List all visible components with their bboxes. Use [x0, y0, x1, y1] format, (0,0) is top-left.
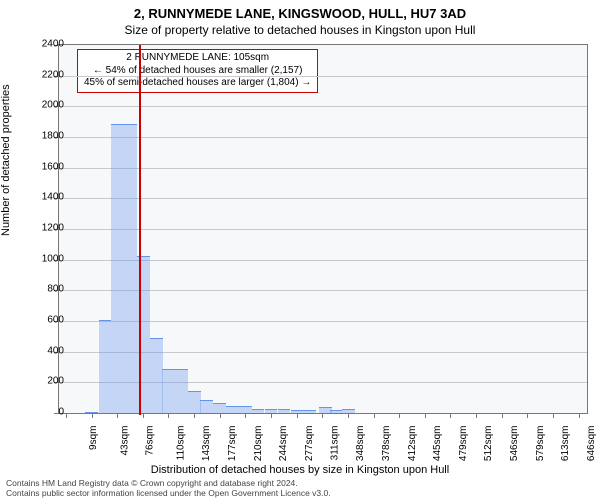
xtick-mark: [66, 413, 67, 418]
ytick-label: 1200: [24, 223, 64, 234]
xtick-mark: [476, 413, 477, 418]
footer-line2: Contains public sector information licen…: [6, 488, 331, 498]
xtick-label: 546sqm: [509, 426, 520, 462]
histogram-bar: [150, 338, 163, 413]
xtick-mark: [450, 413, 451, 418]
y-axis-label: Number of detached properties: [0, 84, 12, 236]
histogram-bar: [188, 391, 201, 413]
xtick-label: 9sqm: [88, 426, 99, 450]
histogram-bar: [162, 369, 175, 413]
ytick-label: 1800: [24, 131, 64, 142]
gridline: [59, 137, 587, 138]
xtick-label: 143sqm: [202, 426, 213, 462]
gridline: [59, 198, 587, 199]
xtick-mark: [143, 413, 144, 418]
xtick-mark: [502, 413, 503, 418]
xtick-mark: [374, 413, 375, 418]
histogram-bar: [175, 369, 188, 413]
xtick-mark: [322, 413, 323, 418]
xtick-label: 43sqm: [119, 426, 130, 456]
xtick-mark: [92, 413, 93, 418]
xtick-mark: [168, 413, 169, 418]
xtick-mark: [271, 413, 272, 418]
gridline: [59, 76, 587, 77]
xtick-mark: [553, 413, 554, 418]
xtick-label: 348sqm: [355, 426, 366, 462]
histogram-bar: [111, 124, 124, 413]
histogram-bar: [252, 409, 265, 413]
annotation-box: 2 RUNNYMEDE LANE: 105sqm ← 54% of detach…: [77, 49, 318, 93]
xtick-label: 76sqm: [145, 426, 156, 456]
chart-area: 2 RUNNYMEDE LANE: 105sqm ← 54% of detach…: [58, 44, 588, 414]
xtick-label: 479sqm: [458, 426, 469, 462]
xtick-mark: [194, 413, 195, 418]
xtick-mark: [348, 413, 349, 418]
xtick-label: 646sqm: [586, 426, 597, 462]
footer-attribution: Contains HM Land Registry data © Crown c…: [6, 478, 331, 498]
ytick-label: 800: [24, 284, 64, 295]
xtick-label: 110sqm: [175, 426, 186, 461]
xtick-mark: [117, 413, 118, 418]
ytick-label: 0: [24, 407, 64, 418]
xtick-mark: [245, 413, 246, 418]
chart-title: 2, RUNNYMEDE LANE, KINGSWOOD, HULL, HU7 …: [0, 0, 600, 21]
xtick-label: 412sqm: [407, 426, 418, 462]
xtick-label: 579sqm: [535, 426, 546, 462]
xtick-mark: [399, 413, 400, 418]
ytick-label: 200: [24, 376, 64, 387]
footer-line1: Contains HM Land Registry data © Crown c…: [6, 478, 331, 488]
plot-area: 2 RUNNYMEDE LANE: 105sqm ← 54% of detach…: [58, 44, 588, 414]
ytick-label: 400: [24, 345, 64, 356]
ytick-label: 1400: [24, 192, 64, 203]
histogram-bar: [303, 410, 316, 413]
x-axis-label: Distribution of detached houses by size …: [0, 464, 600, 476]
gridline: [59, 229, 587, 230]
xtick-label: 445sqm: [432, 426, 443, 462]
annot-line3: 45% of semi-detached houses are larger (…: [84, 77, 311, 90]
ytick-label: 2000: [24, 100, 64, 111]
xtick-label: 613sqm: [560, 426, 571, 462]
histogram-bar: [330, 410, 343, 413]
chart-subtitle: Size of property relative to detached ho…: [0, 21, 600, 37]
ytick-label: 2200: [24, 69, 64, 80]
ytick-label: 1600: [24, 161, 64, 172]
histogram-bar: [124, 124, 137, 413]
xtick-mark: [579, 413, 580, 418]
chart-container: 2, RUNNYMEDE LANE, KINGSWOOD, HULL, HU7 …: [0, 0, 600, 500]
ytick-label: 2400: [24, 39, 64, 50]
reference-line: [139, 45, 141, 415]
gridline: [59, 106, 587, 107]
xtick-label: 378sqm: [381, 426, 392, 462]
histogram-bar: [226, 406, 239, 413]
ytick-label: 1000: [24, 253, 64, 264]
histogram-bar: [213, 403, 226, 413]
histogram-bar: [239, 406, 252, 413]
ytick-label: 600: [24, 315, 64, 326]
xtick-mark: [297, 413, 298, 418]
xtick-mark: [527, 413, 528, 418]
xtick-label: 311sqm: [329, 426, 340, 461]
xtick-label: 277sqm: [304, 426, 315, 462]
histogram-bar: [278, 409, 291, 413]
xtick-label: 210sqm: [253, 426, 264, 462]
xtick-label: 512sqm: [483, 426, 494, 462]
histogram-bar: [99, 320, 112, 413]
xtick-mark: [220, 413, 221, 418]
xtick-mark: [425, 413, 426, 418]
gridline: [59, 168, 587, 169]
xtick-label: 244sqm: [278, 426, 289, 462]
annot-line1: 2 RUNNYMEDE LANE: 105sqm: [84, 52, 311, 65]
histogram-bar: [200, 400, 213, 413]
xtick-label: 177sqm: [227, 426, 238, 462]
